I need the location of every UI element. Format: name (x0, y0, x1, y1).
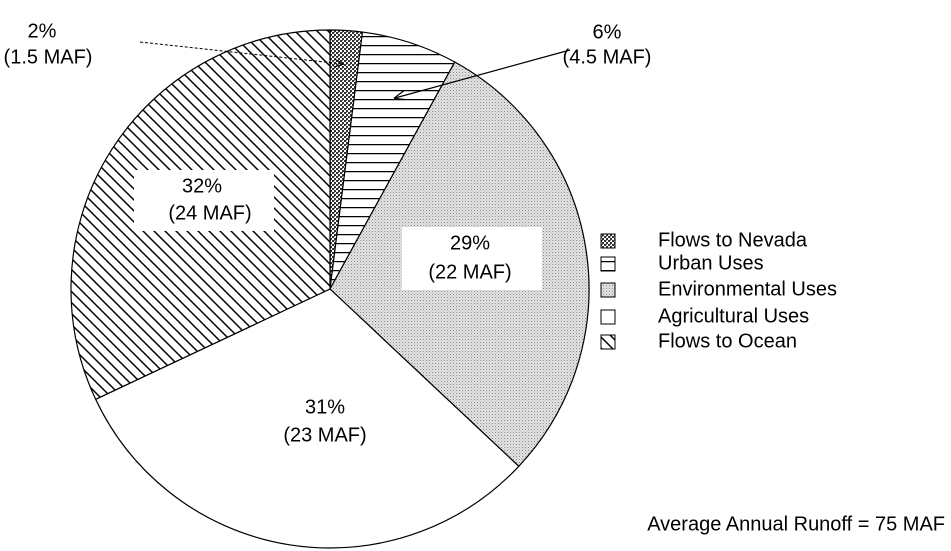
data-label: 6% (593, 21, 622, 43)
legend-swatch (600, 282, 616, 298)
data-label-detail: (24 MAF) (168, 202, 251, 224)
data-label-detail: (1.5 MAF) (4, 46, 93, 68)
data-label: 29% (450, 232, 490, 254)
pie-slice (94, 288, 520, 549)
legend-label: Agricultural Uses (658, 305, 809, 327)
annotation: Average Annual Runoff = 75 MAF (647, 513, 945, 535)
data-label: 2% (28, 20, 57, 42)
legend-label: Urban Uses (658, 252, 764, 274)
callout-arrow (395, 49, 571, 98)
legend-swatch (600, 309, 616, 325)
legend-swatch (600, 233, 616, 249)
data-label: 31% (305, 396, 345, 418)
legend-swatch (600, 256, 616, 272)
label-background (134, 170, 274, 231)
data-label-detail: (22 MAF) (428, 261, 511, 283)
callout-arrow (139, 41, 343, 64)
label-background (402, 227, 542, 290)
legend-label: Flows to Ocean (658, 330, 797, 352)
data-label-detail: (23 MAF) (283, 424, 366, 446)
legend-swatch (600, 334, 616, 350)
data-label: 32% (182, 175, 222, 197)
legend-label: Flows to Nevada (658, 229, 808, 251)
legend-label: Environmental Uses (658, 278, 837, 300)
data-label-detail: (4.5 MAF) (563, 46, 652, 68)
